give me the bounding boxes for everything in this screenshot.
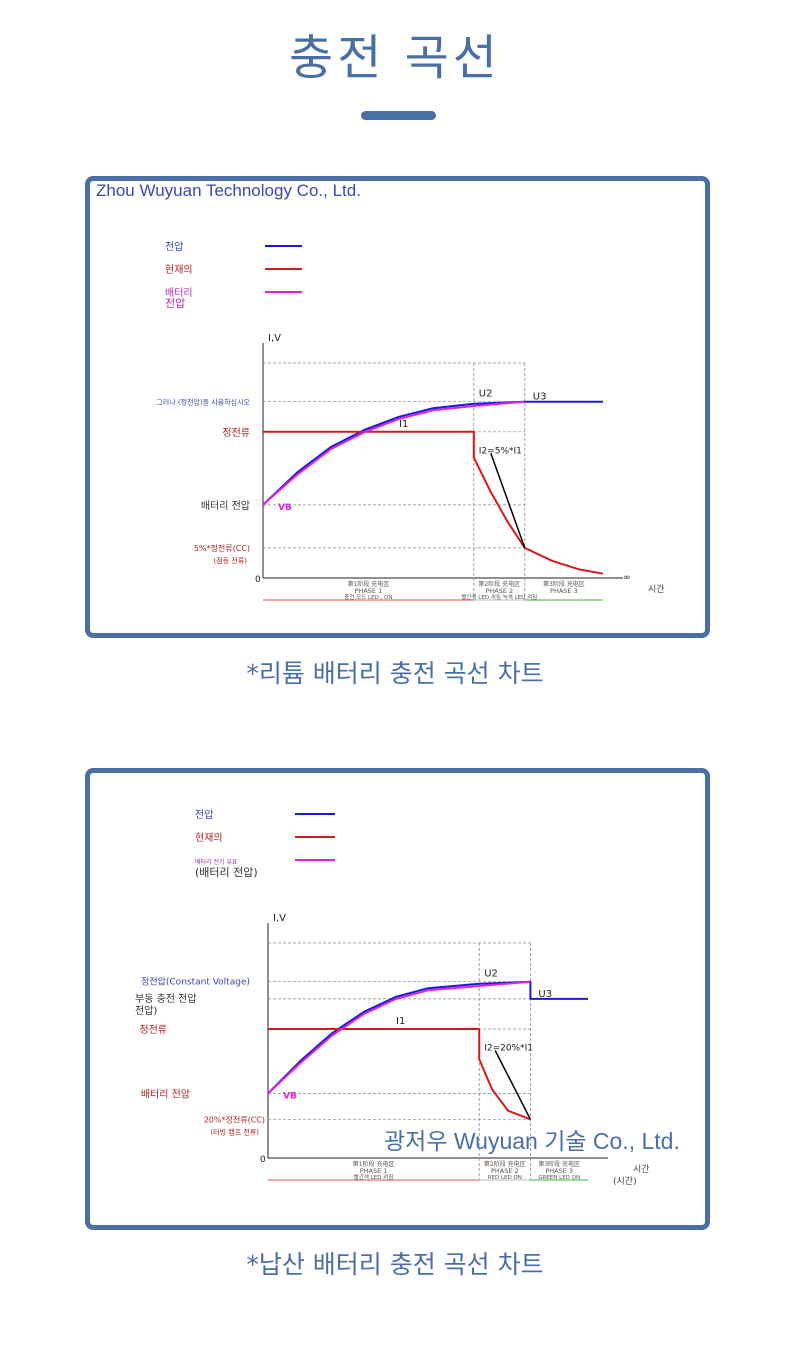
y-axis-label: I,V: [268, 333, 281, 344]
y-label-float-2: 전압): [135, 1004, 157, 1017]
title-underline: [361, 111, 436, 120]
phase-label-0-a: 第1阶段 充电区: [348, 580, 390, 588]
legend-label-2: 배터리: [165, 287, 193, 299]
legend-label-0: 전압: [165, 240, 183, 253]
series-line-1: [268, 1028, 531, 1121]
phase-label-0-a: 第1阶段 充电区: [353, 1160, 395, 1168]
y-label-cv: 그러나 (정전압)을 사용하십시오: [156, 398, 250, 407]
phase-label-2-b: PHASE 3: [545, 1167, 573, 1175]
y-label-cc: 정전류: [222, 427, 250, 439]
legend-label-1: 현재의: [165, 264, 193, 276]
annotation-u2: U2: [479, 389, 493, 400]
y-label-vb: 배터리 전압: [201, 499, 250, 512]
y-axis-label: I,V: [273, 913, 286, 924]
lithium-chart-frame: 전압 현재의 배터리 전압 I,V 0 ∞ 시간 그러나 (정전압)을 사용하십시오 정전류 배터리…: [85, 176, 710, 638]
x-axis-label: 시간: [633, 1164, 650, 1175]
phase-label-0-c: 충전 모드 LED , ON: [344, 593, 392, 601]
phase-label-0-b: PHASE 1: [360, 1167, 388, 1175]
annotation-u3: U3: [533, 392, 547, 403]
phase-label-1-a: 第2阶段 充电区: [484, 1160, 526, 1168]
phase-label-1-c: RED LED ON: [488, 1175, 522, 1181]
tangent-line: [494, 1050, 532, 1120]
y-label-term-2: (점등 전류): [214, 556, 248, 565]
lead-acid-chart-watermark: 광저우 Wuyuan 기술 Co., Ltd.: [384, 1128, 680, 1154]
x-axis-label-2: (시간): [613, 1176, 637, 1187]
annotation-i1: I1: [399, 419, 408, 430]
page-title: 충전 곡선: [289, 30, 501, 86]
series-line-2: [262, 400, 525, 506]
annotation-i2: I2=5%*I1: [479, 446, 522, 456]
x-axis-label: 시간: [648, 584, 665, 595]
lithium-chart-watermark: Zhou Wuyuan Technology Co., Ltd.: [96, 181, 361, 200]
annotation-vb: VB: [283, 1092, 297, 1102]
phase-label-2-c: GREEN LED ON: [538, 1175, 580, 1181]
y-label-cv: 정전압(Constant Voltage): [141, 976, 250, 988]
annotation-u3: U3: [538, 989, 552, 1000]
phase-label-1-b: PHASE 2: [491, 1167, 519, 1175]
tangent-line: [490, 453, 526, 549]
annotation-u2: U2: [484, 969, 498, 980]
phase-label-1-a: 第2阶段 充电区: [478, 580, 520, 588]
legend-label-0: 전압: [195, 808, 213, 821]
lead-acid-chart-caption: *납산 배터리 충전 곡선 차트: [246, 1250, 544, 1279]
phase-label-2-b: PHASE 3: [550, 587, 578, 595]
y-label-vb: 배터리 전압: [141, 1088, 190, 1101]
phase-label-1-c: 빨간색 LED 꺼짐 녹색 LED 켜짐: [461, 593, 537, 601]
annotation-i1: I1: [396, 1016, 405, 1027]
y-label-term-2: (터빙 램프 전류): [210, 1127, 259, 1136]
legend-label-2: 배터리 전기 유표: [195, 858, 238, 866]
infinity-label: ∞: [623, 573, 631, 583]
phase-label-0-b: PHASE 1: [355, 587, 383, 595]
series-line-2: [267, 980, 531, 1095]
series-line-0: [267, 980, 588, 1095]
lithium-chart-caption: *리튬 배터리 충전 곡선 차트: [246, 659, 544, 688]
series-line-0: [262, 400, 603, 506]
origin-label: 0: [260, 1155, 266, 1165]
legend-label-2-line2: 전압: [165, 297, 185, 310]
series-line-1: [263, 430, 604, 575]
y-label-float: 부동 충전 전압: [135, 992, 197, 1005]
legend-label-2-line2: (배터리 전압): [195, 866, 258, 879]
phase-label-0-c: 빨간색 LED 켜짐: [354, 1173, 394, 1181]
phase-label-1-b: PHASE 2: [485, 587, 513, 595]
y-label-term: 5%*정전류(CC): [194, 543, 250, 553]
legend-label-1: 현재의: [195, 832, 223, 844]
annotation-i2: I2=20%*I1: [484, 1044, 533, 1054]
origin-label: 0: [255, 575, 261, 585]
annotation-vb: VB: [278, 503, 292, 513]
y-label-cc: 정전류: [139, 1024, 167, 1036]
y-label-term: 20%*정전류(CC): [204, 1114, 265, 1124]
phase-label-2-a: 第3阶段 充电区: [543, 580, 585, 588]
phase-label-2-a: 第3阶段 充电区: [538, 1160, 580, 1168]
